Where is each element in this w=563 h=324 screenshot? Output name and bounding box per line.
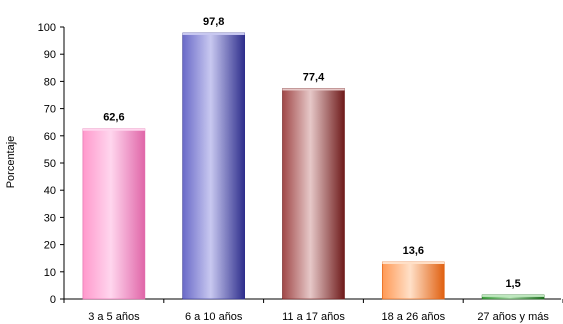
y-tick-label: 90: [44, 49, 56, 61]
bars: [82, 32, 545, 300]
bar-top: [482, 294, 545, 297]
y-tick-label: 10: [44, 267, 56, 279]
category-labels: 3 a 5 años 6 a 10 años 11 a 17 años 18 a 26…: [88, 311, 549, 323]
y-tick-label: 30: [44, 212, 56, 224]
bar: [182, 32, 245, 300]
value-label: 97,8: [203, 16, 224, 28]
y-axis: 0 10 20 30 40 50 60 70 80 90 100: [38, 22, 563, 306]
value-label: 1,5: [505, 278, 520, 290]
category-label: 18 a 26 años: [381, 311, 445, 323]
bar: [82, 128, 146, 300]
y-tick-label: 50: [44, 158, 56, 170]
y-tick-label: 20: [44, 240, 56, 252]
y-tick-label: 70: [44, 104, 56, 116]
bar: [381, 261, 445, 300]
bar-top: [382, 262, 445, 265]
y-tick-label: 100: [38, 22, 56, 34]
bar-top: [82, 128, 145, 131]
value-labels: 62,6 97,8 77,4 13,6 1,5: [103, 16, 521, 290]
y-tick-label: 80: [44, 76, 56, 88]
category-label: 11 a 17 años: [282, 311, 345, 323]
value-label: 62,6: [103, 112, 124, 124]
y-tick-label: 0: [50, 294, 56, 306]
category-label: 6 a 10 años: [185, 311, 243, 323]
value-label: 77,4: [303, 71, 325, 83]
category-label: 27 años y más: [477, 311, 549, 323]
y-tick-label: 40: [44, 185, 56, 197]
y-tick-label: 60: [44, 131, 56, 143]
y-axis-label: Porcentaje: [5, 136, 17, 189]
bar: [282, 88, 345, 300]
bar-top: [182, 32, 245, 35]
value-label: 13,6: [403, 245, 424, 257]
bar-top: [282, 88, 345, 91]
category-label: 3 a 5 años: [88, 311, 140, 323]
